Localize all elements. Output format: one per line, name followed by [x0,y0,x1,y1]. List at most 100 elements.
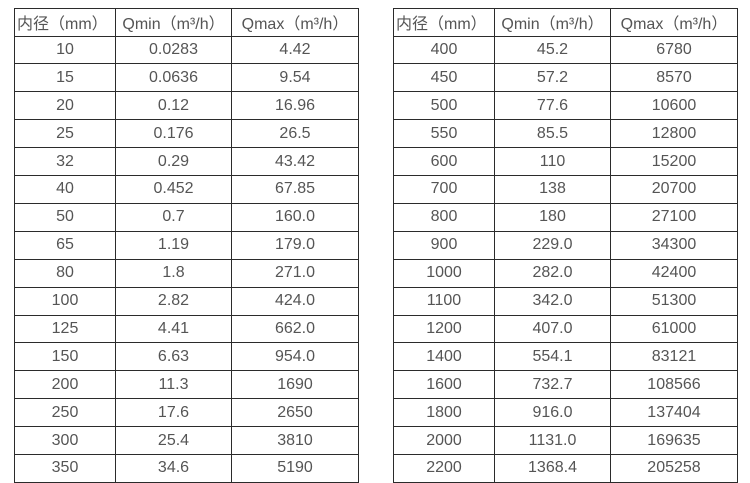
table-cell: 600 [393,147,495,177]
table-cell: 51300 [610,286,738,316]
header-qmin: Qmin（m³/h） [494,8,611,37]
table-header-row: 内径（mm） Qmin（m³/h） Qmax（m³/h） [393,8,738,37]
table-cell: 1000 [393,258,495,288]
table-row: 1600 732.7 108566 [393,370,738,400]
header-inner-diameter: 内径（mm） [393,8,495,37]
table-cell: 65 [14,230,116,260]
table-cell: 150 [14,342,116,372]
table-cell: 40 [14,175,116,204]
table-cell: 45.2 [494,35,611,65]
table-cell: 85.5 [494,119,611,149]
table-row: 600 110 15200 [393,147,738,177]
table-cell: 0.176 [115,119,232,149]
table-cell: 1.8 [115,258,232,288]
table-row: 300 25.4 3810 [14,426,359,455]
table-row: 500 77.6 10600 [393,91,738,121]
table-cell: 138 [494,175,611,204]
table-row: 250 17.6 2650 [14,398,359,428]
header-qmax: Qmax（m³/h） [231,8,359,37]
table-cell: 250 [14,398,116,428]
table-cell: 1800 [393,398,495,428]
table-cell: 0.0283 [115,35,232,65]
table-cell: 1200 [393,314,495,344]
table-cell: 42400 [610,258,738,288]
table-row: 32 0.29 43.42 [14,147,359,177]
table-cell: 50 [14,202,116,232]
table-cell: 125 [14,314,116,344]
header-qmin: Qmin（m³/h） [115,8,232,37]
table-cell: 16.96 [231,91,359,121]
table-cell: 350 [14,453,116,483]
table-row: 200 11.3 1690 [14,370,359,400]
table-row: 350 34.6 5190 [14,453,359,483]
table-cell: 4.42 [231,35,359,65]
table-cell: 77.6 [494,91,611,121]
table-cell: 3810 [231,426,359,455]
table-body: 400 45.2 6780 450 57.2 8570 500 77.6 10600 550 85.… [393,35,738,483]
table-cell: 1131.0 [494,426,611,455]
table-cell: 1100 [393,286,495,316]
table-row: 65 1.19 179.0 [14,230,359,260]
table-cell: 0.452 [115,175,232,204]
table-cell: 700 [393,175,495,204]
table-cell: 5190 [231,453,359,483]
table-cell: 1400 [393,342,495,372]
table-cell: 67.85 [231,175,359,204]
table-cell: 205258 [610,453,738,483]
table-row: 150 6.63 954.0 [14,342,359,372]
table-cell: 9.54 [231,63,359,93]
table-cell: 900 [393,230,495,260]
table-cell: 20700 [610,175,738,204]
table-cell: 282.0 [494,258,611,288]
table-row: 50 0.7 160.0 [14,202,359,232]
table-cell: 15200 [610,147,738,177]
table-cell: 83121 [610,342,738,372]
table-cell: 26.5 [231,119,359,149]
table-cell: 160.0 [231,202,359,232]
table-cell: 2650 [231,398,359,428]
table-cell: 0.0636 [115,63,232,93]
table-cell: 500 [393,91,495,121]
table-row: 20 0.12 16.96 [14,91,359,121]
table-cell: 916.0 [494,398,611,428]
table-cell: 0.12 [115,91,232,121]
table-row: 125 4.41 662.0 [14,314,359,344]
table-cell: 6780 [610,35,738,65]
table-cell: 11.3 [115,370,232,400]
table-cell: 271.0 [231,258,359,288]
table-row: 10 0.0283 4.42 [14,35,359,65]
table-cell: 32 [14,147,116,177]
table-row: 2200 1368.4 205258 [393,453,738,483]
table-body: 10 0.0283 4.42 15 0.0636 9.54 20 0.12 16.96 25 0.1… [14,35,359,483]
table-row: 1100 342.0 51300 [393,286,738,316]
table-cell: 27100 [610,202,738,232]
table-cell: 1690 [231,370,359,400]
table-row: 700 138 20700 [393,175,738,204]
table-cell: 300 [14,426,116,455]
table-cell: 6.63 [115,342,232,372]
table-cell: 342.0 [494,286,611,316]
table-cell: 662.0 [231,314,359,344]
table-cell: 2.82 [115,286,232,316]
table-cell: 732.7 [494,370,611,400]
table-cell: 8570 [610,63,738,93]
table-row: 400 45.2 6780 [393,35,738,65]
table-cell: 180 [494,202,611,232]
header-qmax: Qmax（m³/h） [610,8,738,37]
table-cell: 61000 [610,314,738,344]
header-inner-diameter: 内径（mm） [14,8,116,37]
table-cell: 25 [14,119,116,149]
table-cell: 34300 [610,230,738,260]
table-cell: 34.6 [115,453,232,483]
table-row: 100 2.82 424.0 [14,286,359,316]
table-cell: 554.1 [494,342,611,372]
table-row: 1800 916.0 137404 [393,398,738,428]
table-cell: 2000 [393,426,495,455]
table-cell: 424.0 [231,286,359,316]
table-row: 80 1.8 271.0 [14,258,359,288]
table-cell: 17.6 [115,398,232,428]
table-cell: 110 [494,147,611,177]
table-cell: 1368.4 [494,453,611,483]
table-row: 1200 407.0 61000 [393,314,738,344]
